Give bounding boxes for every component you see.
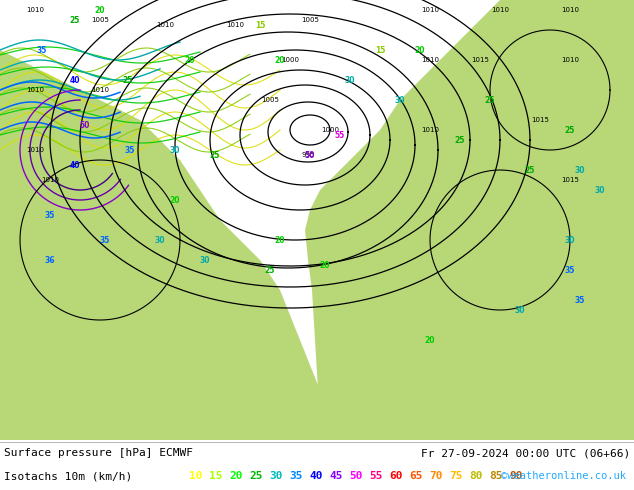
Text: 85: 85 (489, 471, 503, 481)
Text: 1005: 1005 (91, 17, 109, 23)
Text: 25: 25 (565, 125, 575, 135)
Text: 20: 20 (320, 261, 330, 270)
Text: 25: 25 (265, 266, 275, 274)
Text: 55: 55 (335, 130, 345, 140)
Text: 20: 20 (94, 5, 105, 15)
Text: 20: 20 (170, 196, 180, 204)
Text: 995: 995 (301, 152, 314, 158)
Text: 75: 75 (450, 471, 463, 481)
Text: 1010: 1010 (421, 127, 439, 133)
Text: 25: 25 (249, 471, 262, 481)
Text: 35: 35 (565, 266, 575, 274)
Text: 1010: 1010 (156, 22, 174, 28)
Text: 10: 10 (190, 471, 203, 481)
Text: 15: 15 (209, 471, 223, 481)
Text: 1010: 1010 (421, 7, 439, 13)
Text: 35: 35 (45, 211, 55, 220)
Text: 30: 30 (595, 186, 605, 195)
Text: 1010: 1010 (226, 22, 244, 28)
Text: 35: 35 (289, 471, 303, 481)
Text: 1010: 1010 (91, 87, 109, 93)
Text: 25: 25 (525, 166, 535, 174)
Text: 70: 70 (429, 471, 443, 481)
Text: 36: 36 (45, 255, 55, 265)
Text: 1010: 1010 (41, 177, 59, 183)
Text: 25: 25 (455, 136, 465, 145)
Text: 25: 25 (123, 75, 133, 84)
Text: 35: 35 (125, 146, 135, 154)
Text: 80: 80 (469, 471, 482, 481)
Text: 20: 20 (425, 336, 436, 344)
Text: 20: 20 (184, 55, 195, 65)
Text: 30: 30 (565, 236, 575, 245)
Text: 1010: 1010 (26, 87, 44, 93)
Text: 35: 35 (100, 236, 110, 245)
Text: 1010: 1010 (421, 57, 439, 63)
Text: 65: 65 (410, 471, 423, 481)
Text: 40: 40 (309, 471, 323, 481)
Text: 30: 30 (395, 96, 405, 104)
Text: ©weatheronline.co.uk: ©weatheronline.co.uk (501, 471, 626, 481)
Text: Fr 27-09-2024 00:00 UTC (06+66): Fr 27-09-2024 00:00 UTC (06+66) (421, 448, 630, 458)
Polygon shape (300, 0, 634, 440)
Text: 45: 45 (329, 471, 343, 481)
Text: 30: 30 (200, 255, 210, 265)
Text: 1000: 1000 (321, 127, 339, 133)
Text: 15: 15 (375, 46, 385, 54)
Text: 30: 30 (515, 305, 525, 315)
Text: 30: 30 (269, 471, 283, 481)
Text: 20: 20 (415, 46, 425, 54)
Text: 1005: 1005 (261, 97, 279, 103)
Text: 25: 25 (210, 150, 220, 160)
Text: 1015: 1015 (471, 57, 489, 63)
Polygon shape (0, 50, 320, 440)
Text: 40: 40 (70, 75, 81, 84)
Text: 1010: 1010 (561, 7, 579, 13)
Text: 30: 30 (170, 146, 180, 154)
Text: 50: 50 (305, 150, 315, 160)
Text: 1010: 1010 (26, 147, 44, 153)
Text: 40: 40 (70, 161, 81, 170)
Text: 1000: 1000 (281, 57, 299, 63)
Text: 1010: 1010 (491, 7, 509, 13)
Text: 50: 50 (349, 471, 363, 481)
Text: 25: 25 (70, 16, 80, 24)
Text: 1010: 1010 (561, 57, 579, 63)
Text: 20: 20 (275, 236, 285, 245)
Text: 30: 30 (155, 236, 165, 245)
Text: Surface pressure [hPa] ECMWF: Surface pressure [hPa] ECMWF (4, 448, 193, 458)
Text: 1015: 1015 (531, 117, 549, 123)
Text: 1010: 1010 (26, 7, 44, 13)
Text: 60: 60 (389, 471, 403, 481)
Text: 35: 35 (37, 46, 47, 54)
Text: 30: 30 (345, 75, 355, 84)
Text: 25: 25 (485, 96, 495, 104)
Text: 1015: 1015 (561, 177, 579, 183)
Text: 35: 35 (575, 295, 585, 304)
Text: 1005: 1005 (301, 17, 319, 23)
Text: 20: 20 (275, 55, 285, 65)
Text: Isotachs 10m (km/h): Isotachs 10m (km/h) (4, 471, 133, 481)
Text: 55: 55 (369, 471, 383, 481)
Text: 90: 90 (509, 471, 523, 481)
Text: 20: 20 (230, 471, 243, 481)
Text: 30: 30 (575, 166, 585, 174)
Text: 15: 15 (255, 21, 265, 29)
Text: 50: 50 (80, 121, 90, 129)
